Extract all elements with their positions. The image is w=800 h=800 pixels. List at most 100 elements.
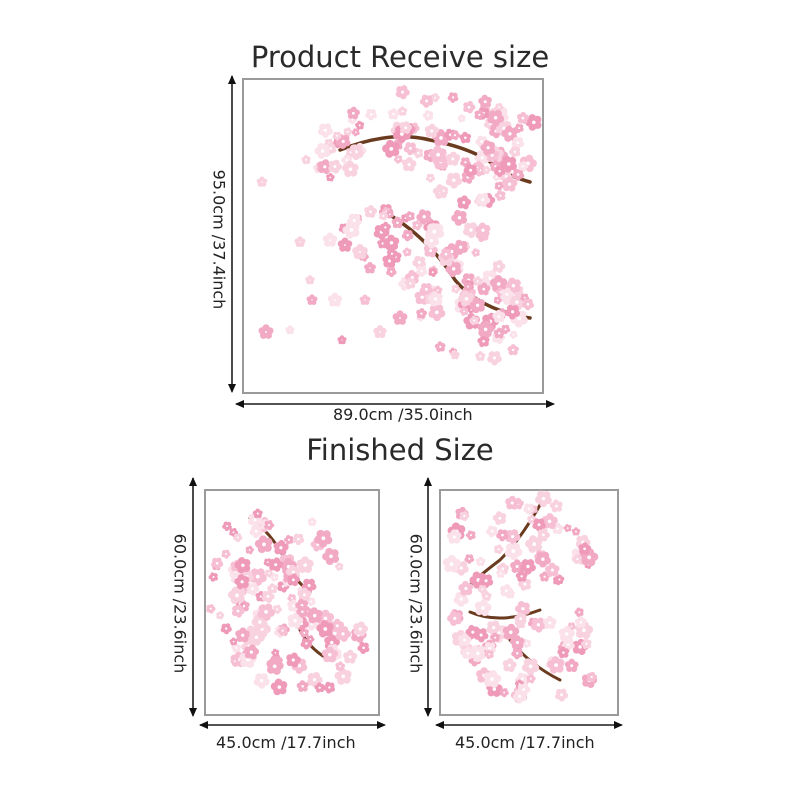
blossom-center <box>560 693 563 697</box>
product-height-label: 95.0cm /37.4inch <box>209 169 229 310</box>
blossom-center <box>382 214 385 217</box>
blossom-center <box>532 542 537 546</box>
blossom-center <box>528 664 533 669</box>
blossom-center <box>312 613 317 618</box>
blossom-center <box>529 677 532 680</box>
blossom-center <box>479 633 483 637</box>
blossom-center <box>425 99 429 103</box>
blossom-center <box>581 628 586 633</box>
blossom-center <box>245 657 250 662</box>
blossom-center <box>570 625 573 628</box>
blossom-center <box>522 688 526 691</box>
blossom-center <box>323 128 327 132</box>
blossom-center <box>338 565 341 568</box>
blossom-center <box>406 234 409 237</box>
finished-right-width-label: 45.0cm /17.7inch <box>455 733 595 752</box>
blossom-center <box>256 512 259 515</box>
blossom-center <box>212 575 215 579</box>
blossom-center <box>511 348 515 352</box>
blossom-center <box>420 295 424 299</box>
falling-petal <box>373 325 387 339</box>
blossom-center <box>219 614 221 617</box>
blossom-center <box>238 602 241 605</box>
blossom-center <box>503 691 506 694</box>
falling-petal <box>359 294 371 305</box>
blossom-center <box>390 270 393 273</box>
blossom-center <box>578 645 582 649</box>
blossom-center <box>513 150 517 154</box>
blossom-center <box>480 156 484 160</box>
blossom-center <box>505 292 509 296</box>
blossom-center <box>384 226 387 229</box>
blossom-center <box>422 215 426 219</box>
blossom-center <box>485 169 488 171</box>
blossom-center <box>262 542 266 547</box>
blossom-center <box>439 345 442 348</box>
blossom-center <box>328 653 332 657</box>
blossom-center <box>333 165 337 168</box>
blossom-center <box>510 501 514 505</box>
blossom-center <box>348 167 353 171</box>
blossom-center <box>501 533 504 537</box>
blossom-center <box>555 504 558 508</box>
blossom-center <box>323 165 327 169</box>
blossom-center <box>462 201 466 204</box>
blossom-center <box>409 215 412 218</box>
blossom-center <box>430 129 434 133</box>
blossom-center <box>556 527 559 530</box>
blossom-center <box>259 678 264 683</box>
blossom-center <box>481 228 485 232</box>
blossom-center <box>495 176 498 178</box>
blossom-center <box>420 312 423 315</box>
blossom-center <box>303 563 307 567</box>
blossom-center <box>507 182 512 186</box>
blossom-center <box>566 643 570 647</box>
blossom-center <box>352 218 356 223</box>
blossom-center <box>311 520 314 523</box>
blossom-center <box>254 635 259 640</box>
product-width-label: 89.0cm /35.0inch <box>333 405 473 424</box>
blossom-center <box>496 299 499 302</box>
blossom-center <box>209 607 212 610</box>
blossom-center <box>512 333 515 336</box>
falling-petal <box>306 294 318 306</box>
blossom-center <box>434 297 438 301</box>
blossom-center <box>435 310 439 315</box>
blossom-center <box>297 537 300 541</box>
blossom-center <box>564 632 569 636</box>
blossom-center <box>248 549 251 551</box>
blossom-center <box>390 252 394 255</box>
falling-petal <box>294 236 306 248</box>
blossom-center <box>215 562 219 565</box>
blossom-center <box>451 157 455 161</box>
blossom-center <box>301 685 304 688</box>
blossom-center <box>329 554 333 559</box>
blossom-center <box>518 127 521 130</box>
blossom-center <box>457 216 462 220</box>
blossom-center <box>381 242 384 245</box>
blossom-center <box>515 640 519 645</box>
blossom-center <box>267 524 271 527</box>
blossom-center <box>424 287 428 291</box>
blossom-center <box>498 516 502 520</box>
falling-petal <box>337 335 347 345</box>
blossom-center <box>542 533 545 537</box>
falling-petal <box>327 292 343 307</box>
blossom-center <box>463 638 466 642</box>
blossom-center <box>451 96 455 99</box>
blossom-center <box>463 514 466 518</box>
blossom-center <box>521 607 525 611</box>
blossom-center <box>259 595 262 598</box>
blossom-center <box>305 642 308 645</box>
blossom-center <box>225 553 227 555</box>
blossom-center <box>497 265 501 268</box>
blossom-center <box>467 285 469 288</box>
blossom-center <box>530 518 533 521</box>
blossom-center <box>527 507 531 510</box>
blossom-center <box>504 328 507 331</box>
blossom-center <box>516 651 519 655</box>
blossom-center <box>488 276 493 281</box>
blossom-center <box>498 332 501 335</box>
blossom-center <box>339 665 342 668</box>
blossom-center <box>508 132 512 136</box>
